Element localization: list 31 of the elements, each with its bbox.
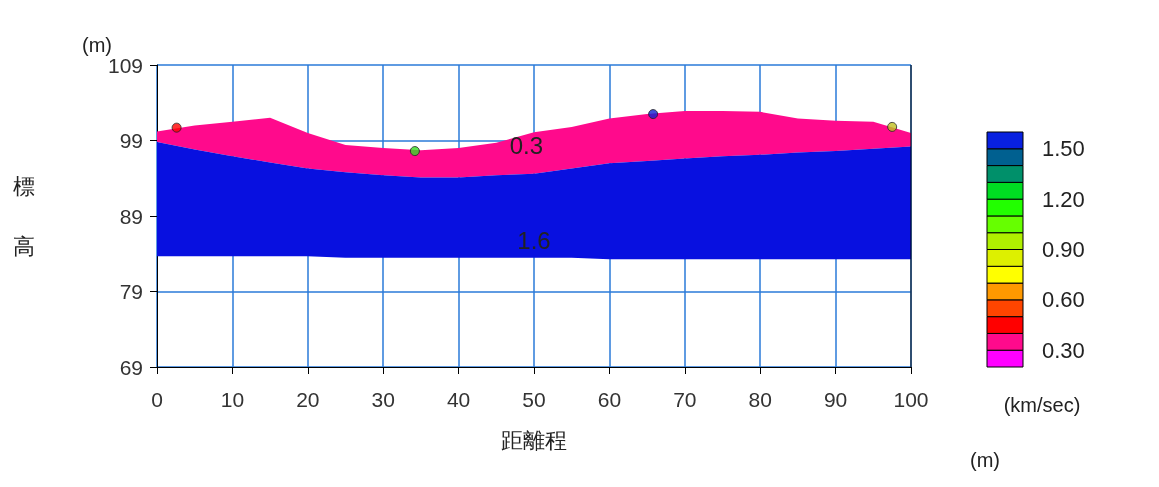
y-tick-label: 89 <box>119 204 143 228</box>
color-bar-title: (km/sec) <box>1003 394 1081 416</box>
x-tick-label: 100 <box>893 388 929 411</box>
x-axis-title: 距離程 <box>501 427 567 453</box>
y-tick-label: 99 <box>119 129 143 152</box>
x-tick-label: 80 <box>748 388 772 411</box>
color-bar-label: 0.90 <box>1042 237 1085 262</box>
x-tick-label: 60 <box>597 388 622 411</box>
point <box>648 109 659 120</box>
color-bar-label: 1.50 <box>1042 136 1085 162</box>
x-tick-label: 90 <box>823 388 848 411</box>
x-tick-label: 40 <box>446 388 471 411</box>
point <box>887 121 898 132</box>
y-tick-label: 79 <box>119 280 143 303</box>
text: 標高 <box>13 173 35 259</box>
x-tick-label: 50 <box>522 388 546 411</box>
color-bar-label: 1.20 <box>1042 186 1085 212</box>
x-tick-label: 10 <box>220 388 245 411</box>
text: (m) <box>82 34 112 56</box>
color-bar-label: 0.60 <box>1042 287 1085 313</box>
color-bar-label: 0.30 <box>1042 337 1085 363</box>
x-tick-label: 70 <box>673 388 697 411</box>
annotation: 0.3 <box>509 132 544 160</box>
text: (m) <box>970 449 1000 471</box>
y-tick-label: 69 <box>119 355 143 379</box>
x-tick-label: 30 <box>371 388 395 411</box>
point <box>171 122 182 133</box>
x-tick-label: 20 <box>296 388 320 411</box>
annotation: 1.6 <box>517 226 551 254</box>
x-tick-label: 0 <box>151 388 163 411</box>
point <box>409 146 420 157</box>
